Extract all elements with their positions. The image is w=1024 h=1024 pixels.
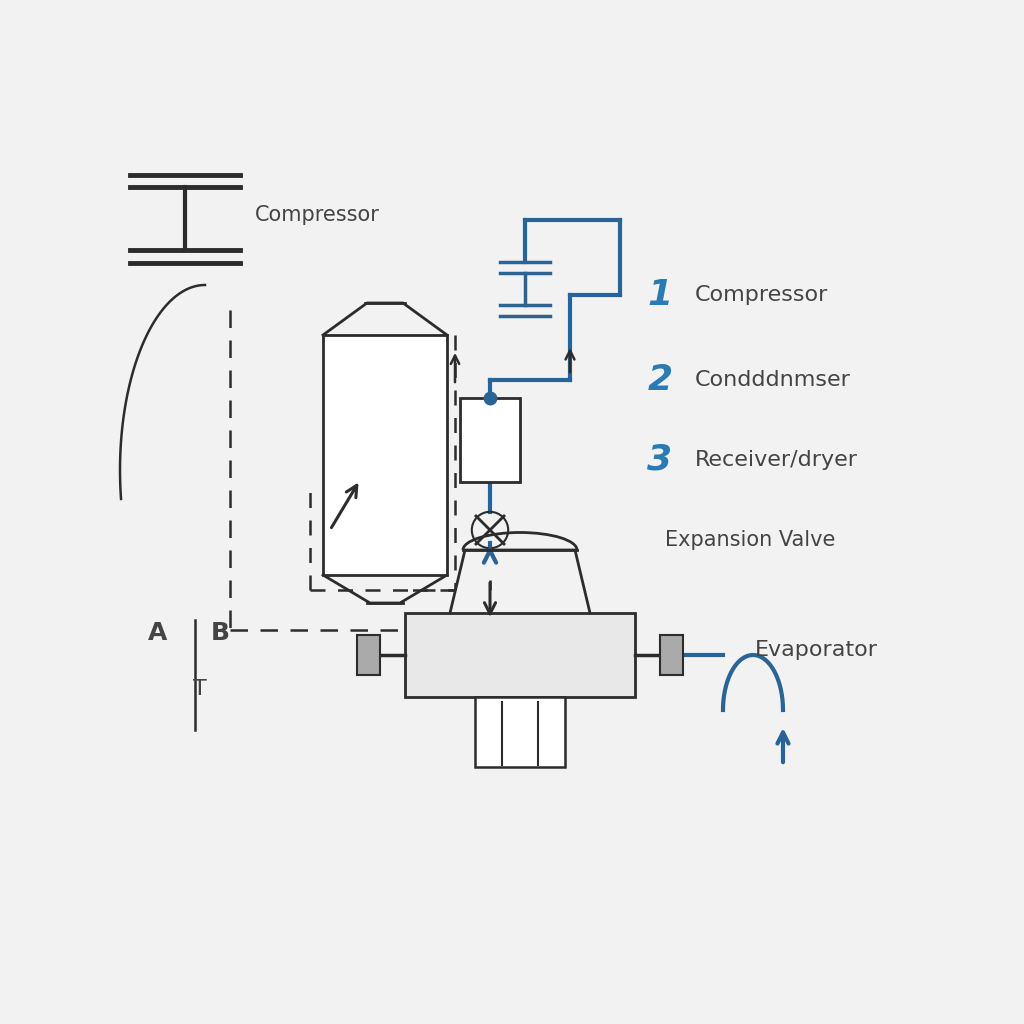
- Text: 1: 1: [647, 278, 673, 312]
- Text: B: B: [211, 621, 229, 645]
- Bar: [323, 335, 447, 575]
- Bar: [460, 398, 520, 482]
- Text: Evaporator: Evaporator: [755, 640, 878, 660]
- Text: Expansion Valve: Expansion Valve: [665, 530, 836, 550]
- Text: T: T: [194, 679, 207, 699]
- Text: A: A: [148, 621, 168, 645]
- Text: 2: 2: [647, 362, 673, 397]
- Bar: [406, 613, 635, 697]
- Text: Compressor: Compressor: [255, 205, 380, 225]
- Text: Compressor: Compressor: [695, 285, 828, 305]
- Text: Receiver/dryer: Receiver/dryer: [695, 450, 858, 470]
- Bar: [357, 635, 380, 675]
- Text: 3: 3: [647, 443, 673, 477]
- Bar: [475, 697, 565, 767]
- Bar: [660, 635, 683, 675]
- Text: Condddnmser: Condddnmser: [695, 370, 851, 390]
